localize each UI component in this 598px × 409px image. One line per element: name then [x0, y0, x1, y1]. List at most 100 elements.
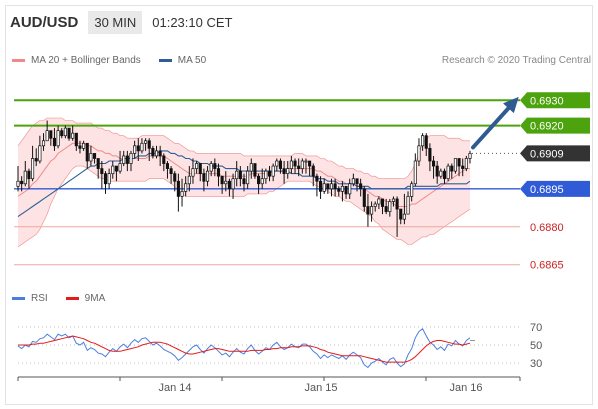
- candle-body: [162, 155, 166, 164]
- candle-body: [38, 145, 42, 162]
- candle-body: [260, 178, 264, 185]
- candle-body: [395, 198, 399, 210]
- candle-body: [278, 160, 283, 169]
- candle: [147, 138, 151, 161]
- candle: [34, 148, 38, 167]
- candle: [348, 178, 352, 199]
- candle-body: [125, 155, 129, 164]
- candle-body: [253, 163, 257, 177]
- bollinger-swatch-icon: [12, 59, 25, 62]
- candle: [370, 201, 374, 222]
- candle: [205, 166, 210, 187]
- timeframe-badge[interactable]: 30 MIN: [88, 10, 143, 34]
- candle-body: [344, 185, 348, 195]
- candle-body: [118, 163, 122, 172]
- candle: [213, 158, 217, 177]
- candle: [23, 161, 27, 187]
- candle-body: [428, 148, 432, 162]
- rsi-swatch-icon: [12, 297, 25, 300]
- candle-body: [351, 178, 355, 185]
- candle-body: [271, 165, 275, 177]
- rsi-line: [17, 328, 471, 369]
- candle: [384, 198, 388, 215]
- candle-body: [322, 183, 326, 192]
- candle: [103, 171, 108, 194]
- candle-body: [362, 188, 366, 207]
- candle: [238, 166, 242, 187]
- candle: [60, 128, 64, 139]
- candle: [78, 140, 82, 154]
- candle-body: [224, 180, 228, 185]
- candle: [67, 127, 71, 141]
- candle-body: [249, 163, 253, 172]
- candle: [41, 133, 46, 151]
- candle: [242, 173, 246, 192]
- candle: [326, 183, 330, 194]
- candle: [71, 125, 75, 141]
- rsi-tick-label: 70: [530, 322, 542, 334]
- candle: [318, 176, 323, 199]
- candle: [176, 173, 180, 212]
- candle: [450, 163, 454, 179]
- candle-body: [144, 140, 148, 144]
- candle: [297, 158, 301, 177]
- candle-body: [289, 160, 293, 169]
- candle-body: [107, 173, 111, 185]
- candle: [82, 140, 86, 151]
- candle-body: [348, 183, 352, 195]
- candle: [114, 165, 118, 182]
- candle-body: [89, 153, 93, 162]
- candle: [461, 158, 465, 177]
- candle-body: [31, 158, 35, 180]
- candle-body: [308, 160, 312, 167]
- candle: [52, 128, 57, 151]
- candle: [89, 145, 93, 167]
- candle: [96, 158, 100, 179]
- candle-body: [242, 178, 246, 185]
- candle-body: [220, 175, 224, 185]
- candle-body: [111, 165, 115, 174]
- candle-body: [246, 170, 250, 185]
- candle: [286, 161, 290, 179]
- candle: [202, 168, 206, 192]
- candle-body: [67, 127, 71, 139]
- candle: [304, 158, 308, 174]
- candle: [187, 166, 191, 192]
- legend-item-ma9: 9MA: [65, 293, 105, 304]
- rsi-ma9-line: [18, 335, 471, 363]
- candle: [209, 161, 213, 177]
- candle-body: [34, 158, 38, 162]
- candle: [424, 133, 428, 156]
- candle-body: [85, 142, 89, 162]
- candle-body: [468, 153, 472, 159]
- candle-body: [431, 160, 436, 167]
- candle: [464, 155, 468, 172]
- candle: [45, 120, 49, 142]
- candle: [413, 153, 417, 187]
- candle: [435, 161, 439, 184]
- candle-body: [315, 175, 319, 182]
- candle: [421, 133, 425, 151]
- candle-body: [450, 165, 454, 172]
- candle: [406, 191, 410, 215]
- candle-body: [23, 170, 27, 185]
- candle: [311, 163, 315, 187]
- candle-body: [52, 137, 57, 147]
- candle: [169, 166, 173, 184]
- candle-body: [103, 173, 108, 185]
- candle: [300, 158, 304, 174]
- candle-body: [165, 163, 170, 169]
- x-tick-label: Jan 15: [304, 382, 337, 394]
- candle-body: [122, 155, 126, 164]
- candle: [402, 193, 406, 225]
- candle: [388, 198, 392, 217]
- research-credit: Research © 2020 Trading Central: [441, 55, 591, 66]
- candle: [154, 145, 159, 159]
- legend-item-rsi: RSI: [12, 293, 48, 304]
- candle: [399, 208, 403, 225]
- candle: [16, 166, 20, 192]
- candle-body: [140, 142, 144, 152]
- candle: [271, 163, 275, 182]
- candle-body: [377, 198, 381, 205]
- candle-body: [417, 145, 421, 162]
